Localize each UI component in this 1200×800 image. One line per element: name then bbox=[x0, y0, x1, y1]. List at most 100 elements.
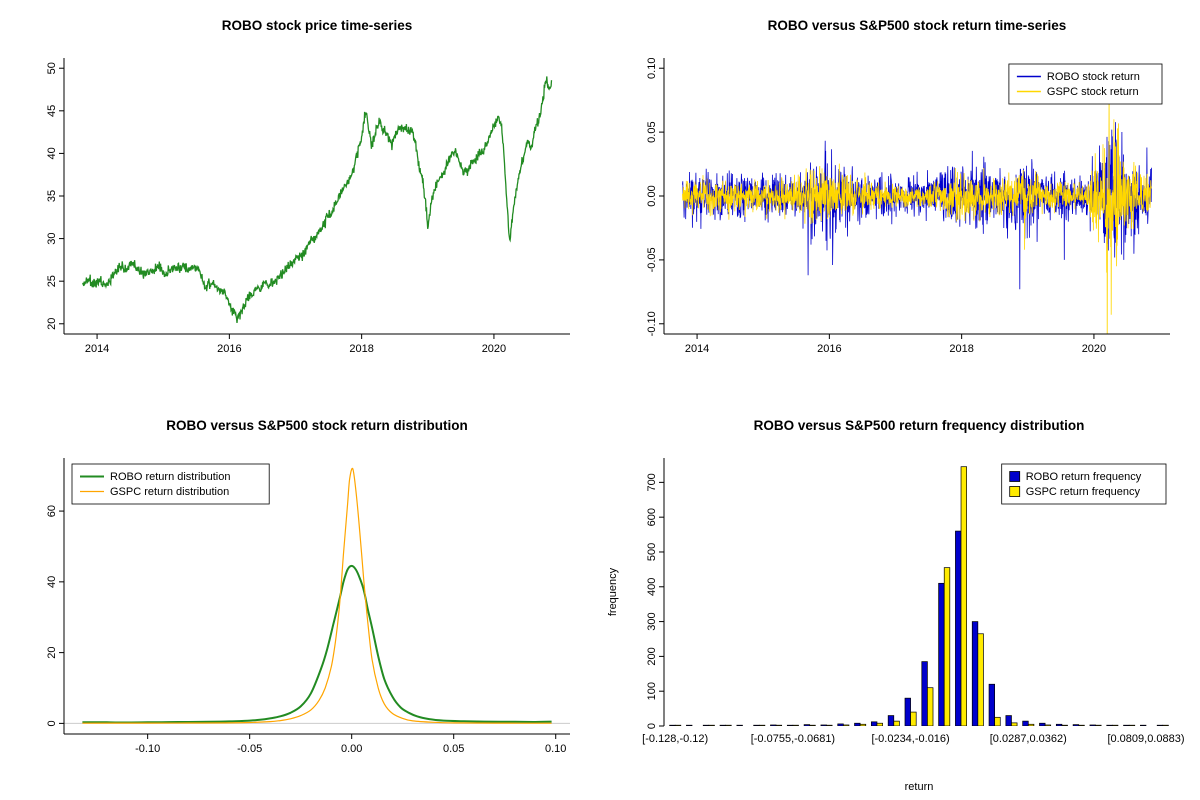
bar bbox=[1111, 724, 1119, 726]
legend-label: ROBO return distribution bbox=[110, 471, 230, 483]
bar bbox=[1095, 724, 1102, 726]
tick-label: 300 bbox=[646, 612, 658, 630]
tick-label: 45 bbox=[46, 105, 58, 117]
tick-label: 400 bbox=[646, 578, 658, 596]
x-axis-label: return bbox=[905, 781, 934, 793]
bar bbox=[893, 720, 900, 726]
bar bbox=[1156, 724, 1164, 726]
bar bbox=[820, 724, 827, 726]
legend: ROBO return distribution GSPC return dist… bbox=[71, 463, 270, 505]
histogram-chart: 0 100 200 300 400 500 600 700 [-0.128,-0.12) [-0.… bbox=[607, 458, 1185, 793]
bar bbox=[1039, 722, 1046, 726]
series-gspc-return-frequency bbox=[674, 466, 1169, 726]
bar bbox=[1005, 715, 1012, 726]
bar bbox=[904, 697, 911, 726]
legend: ROBO stock return GSPC stock return bbox=[1008, 63, 1163, 105]
bar bbox=[988, 683, 995, 726]
tick-label: 2018 bbox=[349, 343, 373, 355]
tick-label: 2016 bbox=[217, 343, 241, 355]
tick-label: 0.00 bbox=[646, 185, 658, 206]
price-chart-title: ROBO stock price time-series bbox=[221, 18, 413, 33]
tick-label: 0.05 bbox=[646, 121, 658, 142]
bar bbox=[943, 567, 951, 726]
series-gspc-stock-return bbox=[682, 75, 1152, 334]
density-chart: 0 20 40 60 -0.10 -0.05 0.00 0.05 0.10 ROBO return… bbox=[46, 458, 570, 755]
y-axis-label: frequency bbox=[607, 567, 619, 616]
series-robo-return-distribution bbox=[82, 564, 552, 724]
bar bbox=[702, 724, 710, 726]
tick-label: 0.10 bbox=[545, 743, 566, 755]
tick-label: -0.10 bbox=[135, 743, 160, 755]
bar bbox=[960, 466, 967, 726]
bar bbox=[938, 582, 945, 726]
bar bbox=[842, 724, 850, 726]
tick-label: [-0.128,-0.12) bbox=[642, 733, 708, 745]
tick-label: [-0.0234,-0.016) bbox=[871, 733, 949, 745]
bar bbox=[876, 722, 883, 726]
tick-label: 700 bbox=[646, 473, 658, 491]
bar bbox=[686, 724, 693, 726]
bar bbox=[1072, 724, 1080, 726]
histogram-panel: 0 100 200 300 400 500 600 700 [-0.128,-0.12) [-0.… bbox=[600, 400, 1200, 800]
tick-label: 600 bbox=[646, 508, 658, 526]
tick-label: 0.05 bbox=[443, 743, 464, 755]
legend-box bbox=[1001, 463, 1167, 505]
tick-label: 0.10 bbox=[646, 58, 658, 79]
tick-label: 0 bbox=[46, 720, 58, 726]
bar bbox=[1140, 724, 1147, 726]
bar bbox=[1027, 723, 1035, 726]
price-chart: 20 25 30 35 40 45 50 2014 2016 2018 2020 bbox=[46, 58, 570, 355]
bar bbox=[1078, 724, 1085, 726]
bar bbox=[792, 724, 799, 726]
tick-label: 2018 bbox=[949, 343, 973, 355]
bar bbox=[719, 724, 726, 726]
tick-label: 20 bbox=[46, 646, 58, 658]
tick-label: 2020 bbox=[1082, 343, 1106, 355]
legend-box bbox=[71, 463, 270, 505]
tick-label: 2014 bbox=[685, 343, 709, 355]
density-chart-title: ROBO versus S&P500 stock return distribu… bbox=[166, 418, 468, 433]
bar bbox=[1128, 724, 1136, 726]
bar bbox=[1123, 724, 1130, 726]
bar bbox=[955, 530, 962, 726]
bar bbox=[837, 723, 844, 726]
bar bbox=[725, 724, 732, 726]
axes: 0 20 40 60 -0.10 -0.05 0.00 0.05 0.10 bbox=[46, 458, 570, 755]
tick-label: 2020 bbox=[482, 343, 506, 355]
bar bbox=[994, 716, 1001, 726]
plot-area bbox=[64, 467, 570, 724]
bar bbox=[927, 687, 934, 726]
returns-chart: -0.10 -0.05 0.00 0.05 0.10 2014 2016 2018 2020 RO… bbox=[646, 58, 1170, 355]
bar bbox=[669, 724, 676, 726]
tick-label: -0.10 bbox=[646, 311, 658, 336]
histogram-chart-title: ROBO versus S&P500 return frequency dist… bbox=[753, 418, 1085, 433]
axes: 0 100 200 300 400 500 600 700 [-0.128,-0.12) [-0.… bbox=[607, 458, 1185, 793]
tick-label: 200 bbox=[646, 647, 658, 665]
bar bbox=[736, 724, 743, 726]
series-robo-return-frequency bbox=[669, 530, 1164, 726]
plot-area bbox=[682, 75, 1152, 334]
bar bbox=[753, 724, 760, 726]
bar bbox=[1022, 720, 1029, 726]
bar bbox=[887, 715, 895, 726]
plot-area bbox=[81, 76, 553, 323]
bar bbox=[826, 724, 833, 726]
bar bbox=[977, 633, 984, 726]
bar bbox=[674, 724, 682, 726]
bar bbox=[1089, 724, 1096, 726]
tick-label: 60 bbox=[46, 505, 58, 517]
tick-label: 30 bbox=[46, 232, 58, 244]
tick-label: 50 bbox=[46, 62, 58, 74]
tick-label: 100 bbox=[646, 682, 658, 700]
legend-label: ROBO return frequency bbox=[1026, 471, 1142, 483]
axes: -0.10 -0.05 0.00 0.05 0.10 2014 2016 2018 2020 bbox=[646, 58, 1170, 355]
series-robo-price bbox=[81, 76, 553, 323]
price-panel: 20 25 30 35 40 45 50 2014 2016 2018 2020 ROBO stoc… bbox=[0, 0, 600, 400]
tick-label: 40 bbox=[46, 576, 58, 588]
bar bbox=[1162, 724, 1169, 726]
bar bbox=[708, 724, 715, 726]
tick-label: 20 bbox=[46, 318, 58, 330]
tick-label: 25 bbox=[46, 275, 58, 287]
legend-box bbox=[1008, 63, 1163, 105]
legend: ROBO return frequency GSPC return frequen… bbox=[1001, 463, 1167, 505]
